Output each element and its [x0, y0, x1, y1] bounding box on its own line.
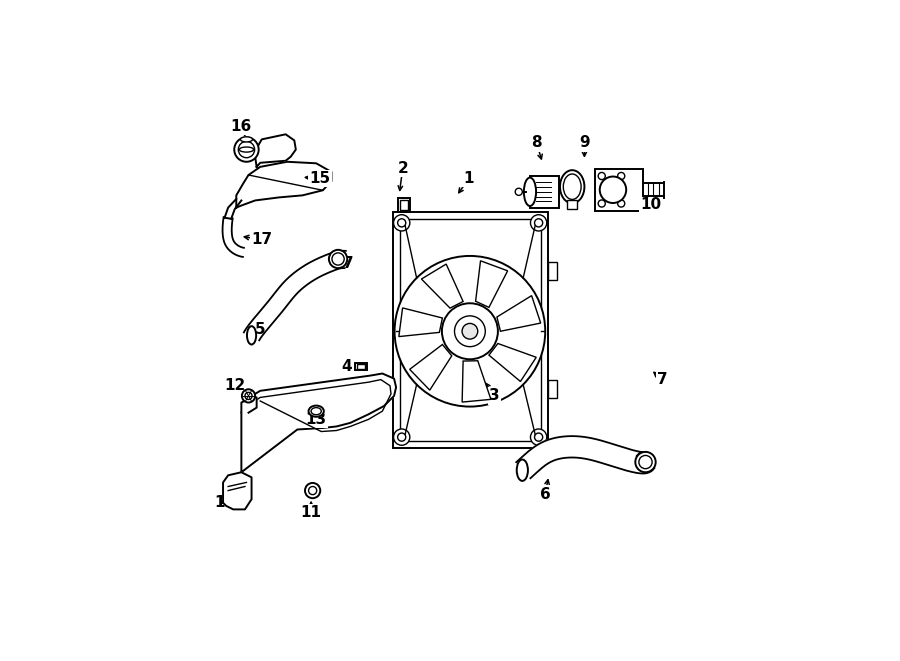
Bar — [392, 212, 548, 448]
Text: 7: 7 — [343, 256, 354, 271]
Polygon shape — [244, 251, 346, 340]
Bar — [548, 262, 557, 280]
Text: 3: 3 — [489, 389, 500, 403]
Polygon shape — [241, 373, 396, 472]
Text: 7: 7 — [657, 372, 668, 387]
Circle shape — [393, 429, 410, 446]
Ellipse shape — [328, 250, 347, 268]
Polygon shape — [421, 264, 464, 308]
Circle shape — [599, 176, 626, 203]
Ellipse shape — [635, 452, 656, 472]
Polygon shape — [222, 217, 244, 257]
Circle shape — [462, 323, 478, 339]
Circle shape — [442, 303, 498, 360]
Circle shape — [394, 256, 545, 407]
Polygon shape — [237, 162, 331, 208]
Text: 12: 12 — [224, 378, 246, 393]
Polygon shape — [399, 308, 443, 336]
Polygon shape — [462, 361, 490, 402]
Circle shape — [598, 173, 606, 180]
Polygon shape — [410, 344, 452, 390]
Circle shape — [245, 393, 252, 399]
Circle shape — [242, 389, 255, 403]
Bar — [567, 200, 577, 209]
Text: 4: 4 — [341, 360, 352, 374]
Circle shape — [617, 173, 625, 180]
Text: 15: 15 — [310, 171, 330, 186]
Bar — [356, 363, 366, 370]
Circle shape — [535, 219, 543, 227]
Ellipse shape — [239, 147, 254, 152]
Ellipse shape — [309, 406, 324, 417]
Bar — [398, 198, 410, 212]
Polygon shape — [497, 295, 541, 331]
Polygon shape — [241, 397, 256, 412]
Polygon shape — [223, 472, 252, 510]
Ellipse shape — [247, 326, 256, 344]
Circle shape — [305, 483, 320, 498]
Circle shape — [530, 429, 547, 446]
Circle shape — [515, 188, 522, 196]
Bar — [548, 380, 557, 399]
Ellipse shape — [332, 253, 344, 265]
Ellipse shape — [311, 408, 321, 414]
Text: 8: 8 — [531, 136, 542, 151]
Circle shape — [530, 215, 547, 231]
Circle shape — [617, 200, 625, 207]
Bar — [530, 176, 560, 208]
Bar — [357, 364, 365, 369]
Bar — [400, 200, 408, 210]
Text: 6: 6 — [540, 486, 551, 502]
Text: 16: 16 — [230, 118, 252, 134]
Polygon shape — [517, 436, 654, 478]
Circle shape — [393, 215, 410, 231]
Text: 1: 1 — [464, 171, 474, 186]
Polygon shape — [475, 261, 508, 307]
Ellipse shape — [639, 455, 652, 469]
Text: 5: 5 — [255, 322, 266, 337]
Circle shape — [398, 433, 406, 441]
Text: 13: 13 — [306, 412, 327, 427]
Bar — [595, 169, 643, 211]
Bar — [400, 219, 541, 441]
Circle shape — [234, 137, 258, 162]
Ellipse shape — [240, 137, 253, 142]
Ellipse shape — [563, 174, 581, 200]
Circle shape — [398, 219, 406, 227]
Ellipse shape — [517, 459, 528, 481]
Ellipse shape — [560, 170, 584, 203]
Circle shape — [238, 141, 255, 158]
Text: 17: 17 — [251, 232, 273, 247]
Polygon shape — [489, 344, 536, 381]
Text: 2: 2 — [397, 161, 408, 176]
Circle shape — [535, 433, 543, 441]
Ellipse shape — [524, 178, 536, 206]
Circle shape — [309, 486, 317, 494]
Text: 14: 14 — [214, 495, 235, 510]
Text: 11: 11 — [301, 506, 321, 520]
Circle shape — [598, 200, 606, 207]
Polygon shape — [255, 134, 296, 167]
Circle shape — [454, 316, 485, 346]
Text: 9: 9 — [579, 136, 590, 151]
Text: 10: 10 — [640, 196, 662, 212]
